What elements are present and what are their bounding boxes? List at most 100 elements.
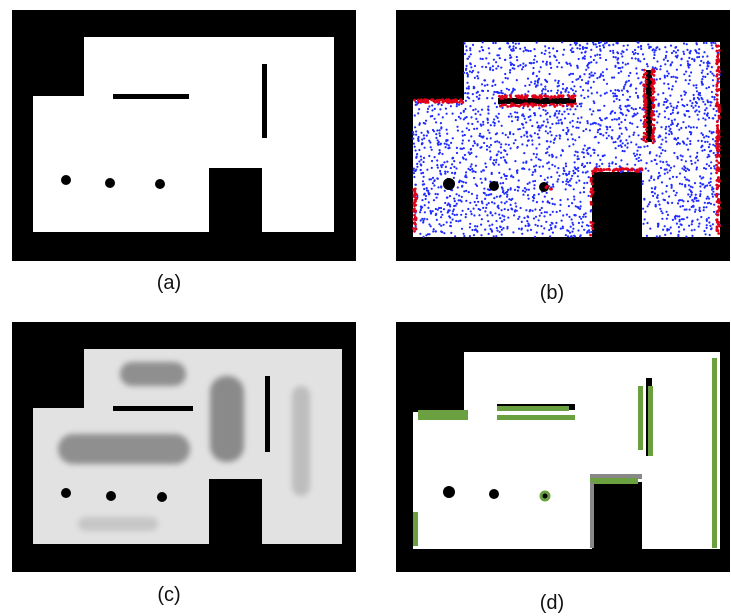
- sample-point: [445, 139, 448, 142]
- boundary-point: [645, 128, 648, 131]
- sample-point: [566, 229, 569, 232]
- sample-point: [457, 220, 460, 223]
- sample-point: [454, 235, 457, 238]
- sample-point: [447, 144, 450, 147]
- sample-point: [479, 132, 482, 135]
- sample-point: [669, 112, 672, 116]
- boundary-point: [650, 114, 653, 118]
- sample-point: [534, 80, 537, 83]
- sample-point: [489, 156, 492, 159]
- sample-point: [708, 150, 712, 153]
- sample-point: [670, 184, 673, 187]
- sample-point: [635, 87, 638, 90]
- sample-point: [674, 194, 677, 197]
- sample-point: [686, 103, 689, 106]
- boundary-point: [717, 57, 720, 61]
- sample-point: [499, 217, 502, 220]
- sample-point: [705, 226, 708, 229]
- sample-point: [620, 145, 623, 148]
- sample-point: [422, 160, 425, 164]
- sample-point: [574, 43, 577, 46]
- sample-point: [546, 111, 549, 115]
- boundary-point: [440, 98, 444, 102]
- boundary-point: [644, 76, 648, 80]
- sample-point: [639, 146, 642, 149]
- sample-point: [657, 224, 660, 227]
- sample-point: [613, 100, 616, 103]
- sample-point: [451, 212, 454, 215]
- sample-point: [476, 143, 479, 146]
- sample-point: [417, 112, 420, 115]
- sample-point: [523, 117, 526, 120]
- boundary-point: [718, 70, 721, 74]
- sample-point: [670, 105, 673, 108]
- sample-point: [457, 103, 461, 106]
- sample-point: [557, 167, 560, 170]
- sample-point: [633, 131, 636, 134]
- sample-point: [532, 71, 535, 74]
- sample-point: [465, 49, 468, 52]
- sample-point: [551, 155, 554, 158]
- sample-point: [546, 176, 549, 179]
- boundary-point: [715, 155, 718, 159]
- sample-point: [579, 44, 582, 47]
- sample-point: [599, 48, 602, 51]
- sample-point: [586, 64, 589, 67]
- estimated-wall: [590, 478, 638, 484]
- sample-point: [631, 122, 634, 125]
- sample-point: [544, 130, 547, 133]
- sample-point: [586, 181, 589, 184]
- sample-point: [680, 126, 683, 130]
- sample-point: [436, 177, 439, 180]
- sample-point: [526, 194, 530, 197]
- sample-point: [493, 118, 496, 121]
- sample-point: [582, 56, 585, 59]
- sample-point: [612, 51, 615, 55]
- sample-point: [476, 194, 479, 197]
- obstacle-dot: [61, 488, 71, 498]
- sample-point: [545, 79, 548, 82]
- sample-point: [545, 63, 548, 66]
- sample-point: [532, 199, 535, 202]
- sample-point: [656, 194, 659, 197]
- sample-point: [687, 169, 691, 172]
- sample-point: [709, 177, 712, 180]
- sample-point: [428, 178, 431, 181]
- sample-point: [510, 175, 513, 178]
- sample-point: [666, 171, 669, 174]
- sample-point: [451, 112, 454, 115]
- sample-point: [476, 120, 479, 123]
- sample-point: [710, 161, 713, 164]
- sample-point: [440, 103, 443, 107]
- sample-point: [580, 116, 583, 119]
- sample-point: [571, 80, 574, 84]
- sample-point: [708, 116, 711, 119]
- sample-point: [635, 91, 638, 94]
- sample-point: [626, 142, 629, 145]
- sample-point: [665, 132, 668, 135]
- sample-point: [552, 47, 555, 50]
- wall-vertical: [265, 376, 270, 452]
- sample-point: [501, 191, 505, 194]
- sample-point: [584, 212, 587, 215]
- sample-point: [505, 174, 508, 178]
- sample-point: [685, 143, 688, 146]
- sample-point: [556, 89, 559, 92]
- sample-point: [510, 207, 513, 210]
- sample-point: [688, 224, 691, 227]
- sample-point: [441, 213, 444, 216]
- boundary-point: [631, 167, 634, 171]
- sample-point: [456, 125, 459, 128]
- sample-point: [486, 83, 489, 86]
- sample-point: [532, 171, 535, 174]
- sample-point: [494, 161, 498, 164]
- sample-point: [509, 61, 512, 64]
- boundary-point: [642, 100, 646, 104]
- sample-point: [639, 45, 643, 48]
- sample-point: [646, 221, 649, 225]
- sample-point: [654, 158, 657, 162]
- sample-point: [579, 85, 582, 88]
- sample-point: [426, 168, 429, 171]
- sample-point: [709, 202, 713, 205]
- sample-point: [412, 169, 415, 172]
